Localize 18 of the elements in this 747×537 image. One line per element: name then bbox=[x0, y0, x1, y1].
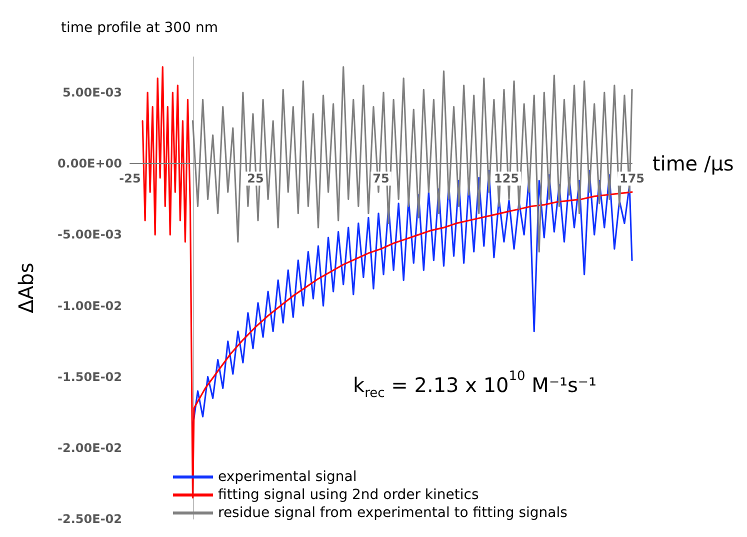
x-tick-label: 125 bbox=[494, 172, 520, 186]
y-tick-label: 0.00E+00 bbox=[57, 156, 122, 171]
x-tick-label: 75 bbox=[372, 172, 390, 186]
legend-label: fitting signal using 2nd order kinetics bbox=[218, 487, 479, 503]
chart-title: time profile at 300 nm bbox=[61, 20, 218, 36]
legend-label: residue signal from experimental to fitting signals bbox=[218, 505, 568, 521]
legend-label: experimental signal bbox=[218, 469, 357, 485]
y-axis-title: ΔAbs bbox=[14, 262, 38, 314]
y-tick-label: -1.50E-02 bbox=[58, 370, 122, 384]
y-tick-label: -2.50E-02 bbox=[58, 512, 122, 526]
x-tick-label: 175 bbox=[619, 172, 645, 186]
x-tick-label: 25 bbox=[247, 172, 264, 186]
y-tick-label: -1.00E-02 bbox=[58, 298, 122, 313]
y-tick-label: 5.00E-03 bbox=[62, 86, 122, 100]
x-axis-title: time /µs bbox=[652, 152, 734, 176]
y-tick-label: -5.00E-03 bbox=[58, 228, 122, 242]
x-tick-label: -25 bbox=[119, 172, 141, 186]
y-tick-label: -2.00E-02 bbox=[58, 440, 122, 455]
